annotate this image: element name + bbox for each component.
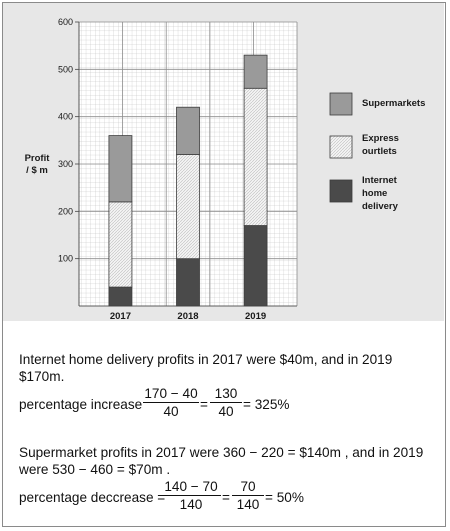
eq2-frac1-denominator: 140 [179, 497, 203, 512]
y-tick-label: 400 [58, 112, 73, 122]
legend-swatch [329, 179, 353, 203]
bar-segment-2019-internet-home-delivery [243, 225, 268, 307]
bar-segment-2017-supermarkets [108, 135, 133, 203]
para2-line1: Supermarket profits in 2017 were 360 − 2… [19, 445, 424, 460]
x-tick-label: 2017 [110, 311, 131, 321]
eq1-frac1-denominator: 40 [163, 404, 179, 419]
eq2-frac1-numerator: 140 − 70 [161, 479, 221, 496]
y-tick-label: 200 [58, 206, 73, 216]
eq1-equals: = [200, 397, 208, 412]
chart-panel: 2017 2018 2019 100 200 300 400 500 600 Profit / $ … [3, 3, 444, 321]
bar-segment-2019-express-ourtlets [243, 87, 268, 226]
eq1-prefix: percentage increase [19, 397, 143, 412]
bar-segment-2018-internet-home-delivery [176, 258, 200, 307]
bar-segment-2017-internet-home-delivery [108, 286, 133, 307]
eq1-result: = 325% [243, 397, 290, 412]
y-tick-label: 500 [58, 64, 73, 74]
x-tick-label: 2018 [177, 311, 198, 321]
eq1-frac1-numerator: 170 − 40 [143, 386, 199, 403]
y-axis-label: / $ m [26, 165, 48, 176]
bar-segment-2019-supermarkets [243, 54, 268, 89]
eq1-fraction-1: 170 − 40 40 [143, 386, 199, 419]
y-tick-label: 600 [58, 17, 73, 27]
para1-line1: Internet home delivery profits in 2017 w… [19, 352, 393, 367]
eq2-frac2-numerator: 70 [232, 479, 264, 496]
eq2-frac2-denominator: 140 [236, 497, 260, 512]
para2-line2: were 530 − 460 = $70m . [19, 462, 171, 477]
legend-label: Express [362, 133, 399, 144]
x-tick-label: 2019 [245, 311, 266, 321]
eq2-result: = 50% [265, 490, 304, 505]
legend-swatch [329, 92, 353, 116]
bar-segment-2018-express-ourtlets [176, 154, 200, 260]
legend-swatch [329, 135, 353, 159]
bar-segment-2018-supermarkets [176, 106, 200, 155]
eq2-equals: = [222, 490, 230, 505]
bar-segment-2017-express-ourtlets [108, 201, 133, 288]
stacked-bar-chart: 2017 2018 2019 100 200 300 400 500 600 Profit/ $ … [25, 17, 426, 321]
legend-label: Internet [362, 175, 398, 186]
eq1-fraction-2: 130 40 [210, 386, 242, 419]
eq2-fraction-1: 140 − 70 140 [161, 479, 221, 512]
legend-label: home [362, 188, 387, 199]
eq2-prefix: percentage deccrease = [19, 490, 166, 505]
y-tick-label: 100 [58, 254, 73, 264]
content-frame [2, 2, 446, 527]
y-tick-label: 300 [58, 159, 73, 169]
para1-line2: $170m. [19, 369, 65, 384]
eq1-frac2-denominator: 40 [218, 404, 234, 419]
legend-label: delivery [362, 201, 399, 212]
eq2-fraction-2: 70 140 [232, 479, 264, 512]
legend-label: ourtlets [362, 146, 397, 157]
eq1-frac2-numerator: 130 [210, 386, 242, 403]
y-axis-label: Profit [25, 153, 51, 164]
legend-label: Supermarkets [362, 98, 425, 109]
